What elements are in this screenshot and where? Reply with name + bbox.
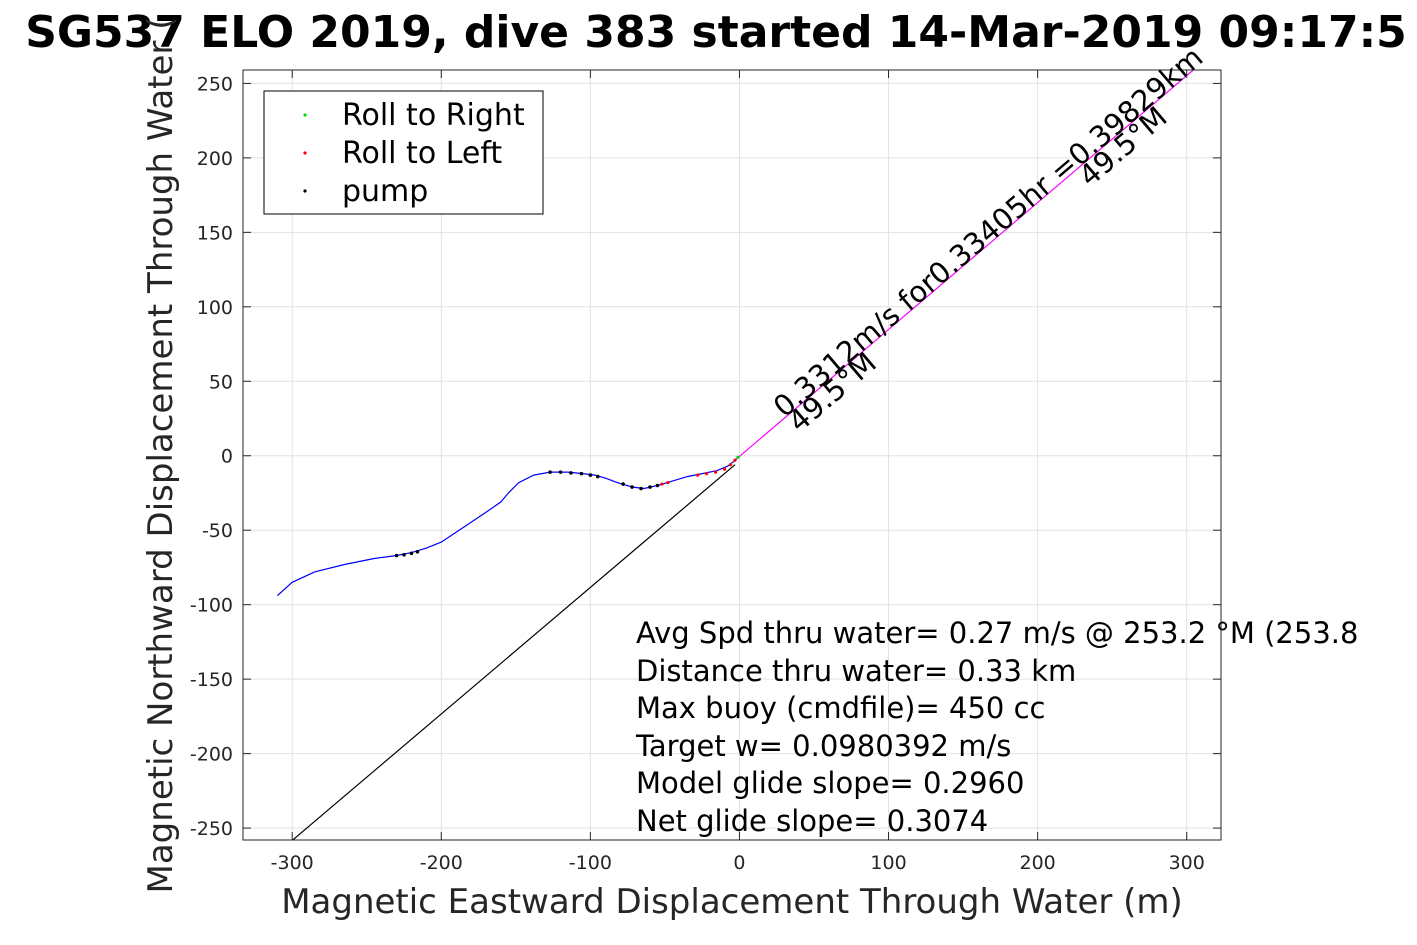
pump-point [548,470,552,474]
y-tick-label: 200 [197,148,233,170]
pump-point [409,551,414,556]
pump-point [558,470,563,474]
y-tick-label: 100 [197,297,233,319]
stats-line-distance: Distance thru water= 0.33 km [636,654,1076,688]
pump-point [639,486,643,491]
roll-left-point [714,470,718,474]
stats-block: Avg Spd thru water= 0.27 m/s @ 253.2 °M … [635,616,1358,838]
stats-line-max-buoy: Max buoy (cmdfile)= 450 cc [636,691,1045,725]
y-tick-label: 250 [197,73,233,95]
roll-left-point [728,463,733,467]
pump-point [655,483,660,488]
x-tick-label: 300 [1169,852,1205,874]
axis-ticks: -300 -200 -100 0 100 200 300 -250 -200 -150 -100 -5… [190,70,1221,874]
legend-box [263,90,544,215]
legend: Roll to Right Roll to Left pump [263,90,544,215]
x-tick-label: -100 [569,852,612,874]
roll-left-point [722,467,727,471]
legend-marker-roll-right [303,113,307,117]
x-tick-label: -300 [271,852,314,874]
roll-left-point [666,480,670,485]
x-tick-label: -200 [420,852,463,874]
pump-point [648,485,652,489]
pump-point [394,553,399,558]
legend-label-roll-right: Roll to Right [342,98,525,133]
plot-frame [242,69,1222,841]
heading-line [734,70,1195,461]
pump-point [630,485,634,489]
pump-point [588,473,593,477]
y-tick-label: -200 [190,744,233,766]
roll-right-point [736,455,740,459]
y-tick-label: 50 [209,371,233,393]
roll-left-point [696,473,700,477]
roll-left-point [733,458,737,462]
grid-lines [243,70,1221,840]
stats-line-avg-speed: Avg Spd thru water= 0.27 m/s @ 253.2 °M … [636,616,1358,650]
legend-marker-pump [303,189,307,193]
x-axis-label: Magnetic Eastward Displacement Through W… [281,882,1183,922]
stats-line-model-glide: Model glide slope= 0.2960 [636,766,1024,800]
pump-point [569,471,573,475]
x-tick-label: 200 [1019,852,1055,874]
y-tick-label: 150 [197,222,233,244]
series-layer [276,70,1195,840]
y-axis-label: Magnetic Northward Displacement Through … [141,17,181,894]
pump-point [579,471,584,476]
legend-marker-roll-left [303,151,307,155]
x-tick-label: 100 [870,852,906,874]
pump-point [621,482,625,486]
pump-point [402,552,406,557]
y-tick-label: -250 [190,818,233,840]
y-tick-label: 0 [221,446,233,468]
y-tick-label: -150 [190,669,233,691]
net-displacement-line [291,464,736,840]
stats-line-net-glide: Net glide slope= 0.3074 [636,804,988,838]
legend-label-roll-left: Roll to Left [342,136,502,171]
legend-label-pump: pump [342,174,428,209]
pump-point [415,550,420,554]
roll-left-point [660,482,664,486]
pump-point [596,474,600,479]
y-tick-label: -100 [190,595,233,617]
stats-line-target-w: Target w= 0.0980392 m/s [635,729,1011,763]
chart-title: SG537 ELO 2019, dive 383 started 14-Mar-… [25,7,1407,58]
x-tick-label: 0 [733,852,745,874]
roll-left-point [705,472,709,476]
y-tick-label: -50 [202,520,233,542]
